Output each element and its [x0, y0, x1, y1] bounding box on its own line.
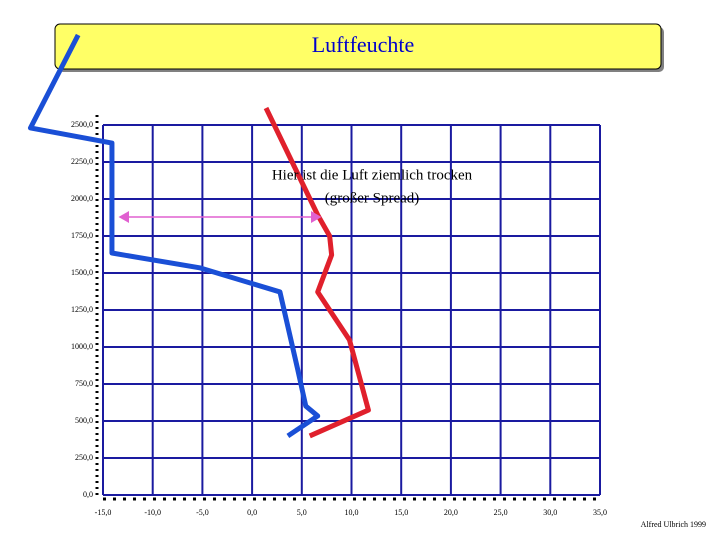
data-line: [263, 106, 371, 439]
footer: Alfred Ulbrich 1999: [641, 520, 706, 529]
y-tick-label: 1750,0: [71, 231, 93, 240]
x-tick-label: 15,0: [394, 508, 408, 517]
y-tick-label: 250,0: [75, 453, 93, 462]
y-tick-label: 1000,0: [71, 342, 93, 351]
x-tick-label: 35,0: [593, 508, 607, 517]
y-tick-label: 2500,0: [71, 120, 93, 129]
y-tick-label: 2000,0: [71, 194, 93, 203]
annotation: (großer Spread): [325, 190, 420, 206]
x-tick-label: 25,0: [494, 508, 508, 517]
x-tick-label: 10,0: [345, 508, 359, 517]
chart-title: Luftfeuchte: [312, 32, 415, 57]
y-tick-label: 1500,0: [71, 268, 93, 277]
x-tick-label: -15,0: [95, 508, 112, 517]
x-tick-label: 30,0: [543, 508, 557, 517]
x-tick-label: 5,0: [297, 508, 307, 517]
y-tick-label: 750,0: [75, 379, 93, 388]
x-tick-label: 0,0: [247, 508, 257, 517]
x-tick-label: -5,0: [196, 508, 209, 517]
title-box: [54, 23, 662, 70]
annotation: Hier ist die Luft ziemlich trocken: [272, 167, 473, 183]
y-tick-label: 0,0: [83, 490, 93, 499]
y-tick-label: 500,0: [75, 416, 93, 425]
x-tick-label: -10,0: [144, 508, 161, 517]
y-tick-label: 1250,0: [71, 305, 93, 314]
data-line: [27, 33, 321, 439]
x-tick-label: 20,0: [444, 508, 458, 517]
y-tick-label: 2250,0: [71, 157, 93, 166]
